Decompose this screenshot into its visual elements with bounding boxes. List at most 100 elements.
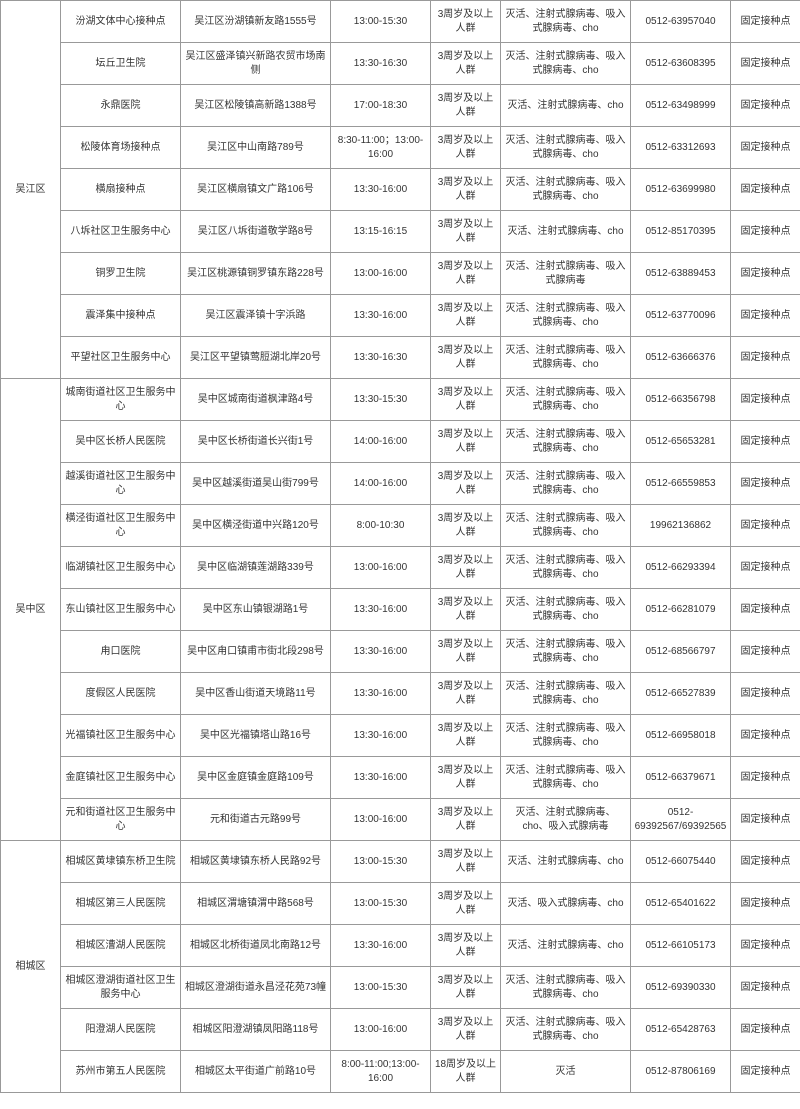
site-vaccine: 灭活、注射式腺病毒、吸入式腺病毒、cho: [501, 295, 631, 337]
site-vaccine: 灭活、注射式腺病毒、吸入式腺病毒、cho: [501, 757, 631, 799]
site-phone: 0512-66379671: [631, 757, 731, 799]
site-time: 17:00-18:30: [331, 85, 431, 127]
site-age: 3周岁及以上人群: [431, 925, 501, 967]
site-phone: 0512-69392567/69392565: [631, 799, 731, 841]
table-row: 甪口医院吴中区甪口镇甫市街北段298号13:30-16:003周岁及以上人群灭活…: [1, 631, 800, 673]
table-row: 苏州市第五人民医院相城区太平街道广前路10号8:00-11:00;13:00-1…: [1, 1051, 800, 1093]
table-row: 元和街道社区卫生服务中心元和街道古元路99号13:00-16:003周岁及以上人…: [1, 799, 800, 841]
site-type: 固定接种点: [731, 1, 800, 43]
site-time: 13:30-16:30: [331, 43, 431, 85]
site-age: 3周岁及以上人群: [431, 673, 501, 715]
site-name: 甪口医院: [61, 631, 181, 673]
site-name: 度假区人民医院: [61, 673, 181, 715]
site-age: 3周岁及以上人群: [431, 1009, 501, 1051]
site-phone: 0512-66105173: [631, 925, 731, 967]
site-vaccine: 灭活、注射式腺病毒、cho、吸入式腺病毒: [501, 799, 631, 841]
site-type: 固定接种点: [731, 1051, 800, 1093]
site-vaccine: 灭活: [501, 1051, 631, 1093]
site-vaccine: 灭活、注射式腺病毒、cho: [501, 841, 631, 883]
site-time: 13:30-16:00: [331, 589, 431, 631]
site-time: 13:00-15:30: [331, 1, 431, 43]
site-address: 吴江区震泽镇十字浜路: [181, 295, 331, 337]
vaccination-sites-table: 吴江区汾湖文体中心接种点吴江区汾湖镇新友路1555号13:00-15:303周岁…: [0, 0, 800, 1093]
site-time: 13:30-16:00: [331, 925, 431, 967]
site-vaccine: 灭活、注射式腺病毒、吸入式腺病毒、cho: [501, 337, 631, 379]
site-age: 18周岁及以上人群: [431, 1051, 501, 1093]
site-type: 固定接种点: [731, 883, 800, 925]
table-row: 阳澄湖人民医院相城区阳澄湖镇凤阳路118号13:00-16:003周岁及以上人群…: [1, 1009, 800, 1051]
site-time: 13:00-16:00: [331, 799, 431, 841]
site-address: 吴中区城南街道枫津路4号: [181, 379, 331, 421]
site-phone: 0512-66527839: [631, 673, 731, 715]
site-vaccine: 灭活、注射式腺病毒、吸入式腺病毒、cho: [501, 1009, 631, 1051]
site-address: 相城区北桥街道凤北南路12号: [181, 925, 331, 967]
site-type: 固定接种点: [731, 295, 800, 337]
site-phone: 0512-63498999: [631, 85, 731, 127]
site-phone: 0512-63889453: [631, 253, 731, 295]
site-name: 吴中区长桥人民医院: [61, 421, 181, 463]
district-cell: 相城区: [1, 841, 61, 1093]
site-type: 固定接种点: [731, 715, 800, 757]
site-type: 固定接种点: [731, 211, 800, 253]
site-phone: 0512-63699980: [631, 169, 731, 211]
site-name: 相城区第三人民医院: [61, 883, 181, 925]
site-address: 吴江区松陵镇高新路1388号: [181, 85, 331, 127]
table-row: 相城区第三人民医院相城区渭塘镇渭中路568号13:00-15:303周岁及以上人…: [1, 883, 800, 925]
site-phone: 0512-66559853: [631, 463, 731, 505]
site-vaccine: 灭活、注射式腺病毒、吸入式腺病毒、cho: [501, 43, 631, 85]
site-time: 14:00-16:00: [331, 421, 431, 463]
site-type: 固定接种点: [731, 631, 800, 673]
site-time: 13:30-16:00: [331, 169, 431, 211]
site-phone: 0512-63957040: [631, 1, 731, 43]
site-vaccine: 灭活、注射式腺病毒、吸入式腺病毒、cho: [501, 169, 631, 211]
table-row: 临湖镇社区卫生服务中心吴中区临湖镇莲湖路339号13:00-16:003周岁及以…: [1, 547, 800, 589]
site-name: 永鼎医院: [61, 85, 181, 127]
table-row: 光福镇社区卫生服务中心吴中区光福镇塔山路16号13:30-16:003周岁及以上…: [1, 715, 800, 757]
site-age: 3周岁及以上人群: [431, 841, 501, 883]
site-phone: 0512-85170395: [631, 211, 731, 253]
site-time: 13:00-15:30: [331, 841, 431, 883]
site-address: 相城区阳澄湖镇凤阳路118号: [181, 1009, 331, 1051]
table-row: 横扇接种点吴江区横扇镇文广路106号13:30-16:003周岁及以上人群灭活、…: [1, 169, 800, 211]
site-address: 吴中区香山街道天境路11号: [181, 673, 331, 715]
site-vaccine: 灭活、注射式腺病毒、cho: [501, 925, 631, 967]
site-address: 相城区渭塘镇渭中路568号: [181, 883, 331, 925]
site-vaccine: 灭活、吸入式腺病毒、cho: [501, 883, 631, 925]
table-row: 坛丘卫生院吴江区盛泽镇兴新路农贸市场南侧13:30-16:303周岁及以上人群灭…: [1, 43, 800, 85]
site-address: 吴江区中山南路789号: [181, 127, 331, 169]
site-address: 元和街道古元路99号: [181, 799, 331, 841]
site-time: 13:00-16:00: [331, 1009, 431, 1051]
site-type: 固定接种点: [731, 841, 800, 883]
site-phone: 0512-68566797: [631, 631, 731, 673]
table-row: 八坼社区卫生服务中心吴江区八坼街道敬学路8号13:15-16:153周岁及以上人…: [1, 211, 800, 253]
site-type: 固定接种点: [731, 127, 800, 169]
site-phone: 0512-66356798: [631, 379, 731, 421]
table-row: 越溪街道社区卫生服务中心吴中区越溪街道吴山街799号14:00-16:003周岁…: [1, 463, 800, 505]
site-name: 光福镇社区卫生服务中心: [61, 715, 181, 757]
site-name: 元和街道社区卫生服务中心: [61, 799, 181, 841]
site-name: 相城区澄湖街道社区卫生服务中心: [61, 967, 181, 1009]
site-time: 13:30-16:00: [331, 631, 431, 673]
site-address: 吴江区盛泽镇兴新路农贸市场南侧: [181, 43, 331, 85]
site-address: 吴中区东山镇银湖路1号: [181, 589, 331, 631]
site-time: 13:30-16:00: [331, 673, 431, 715]
table-row: 吴中区长桥人民医院吴中区长桥街道长兴街1号14:00-16:003周岁及以上人群…: [1, 421, 800, 463]
site-address: 吴中区临湖镇莲湖路339号: [181, 547, 331, 589]
site-age: 3周岁及以上人群: [431, 1, 501, 43]
site-time: 13:00-15:30: [331, 883, 431, 925]
table-row: 吴江区汾湖文体中心接种点吴江区汾湖镇新友路1555号13:00-15:303周岁…: [1, 1, 800, 43]
site-vaccine: 灭活、注射式腺病毒、吸入式腺病毒、cho: [501, 967, 631, 1009]
table-row: 相城区澄湖街道社区卫生服务中心相城区澄湖街道永昌泾花苑73幢13:00-15:3…: [1, 967, 800, 1009]
site-age: 3周岁及以上人群: [431, 421, 501, 463]
site-type: 固定接种点: [731, 589, 800, 631]
site-vaccine: 灭活、注射式腺病毒、吸入式腺病毒、cho: [501, 463, 631, 505]
site-address: 吴江区横扇镇文广路106号: [181, 169, 331, 211]
site-name: 城南街道社区卫生服务中心: [61, 379, 181, 421]
site-name: 临湖镇社区卫生服务中心: [61, 547, 181, 589]
site-age: 3周岁及以上人群: [431, 169, 501, 211]
table-row: 震泽集中接种点吴江区震泽镇十字浜路13:30-16:003周岁及以上人群灭活、注…: [1, 295, 800, 337]
district-cell: 吴中区: [1, 379, 61, 841]
site-name: 横扇接种点: [61, 169, 181, 211]
site-address: 吴中区金庭镇金庭路109号: [181, 757, 331, 799]
site-address: 吴江区八坼街道敬学路8号: [181, 211, 331, 253]
